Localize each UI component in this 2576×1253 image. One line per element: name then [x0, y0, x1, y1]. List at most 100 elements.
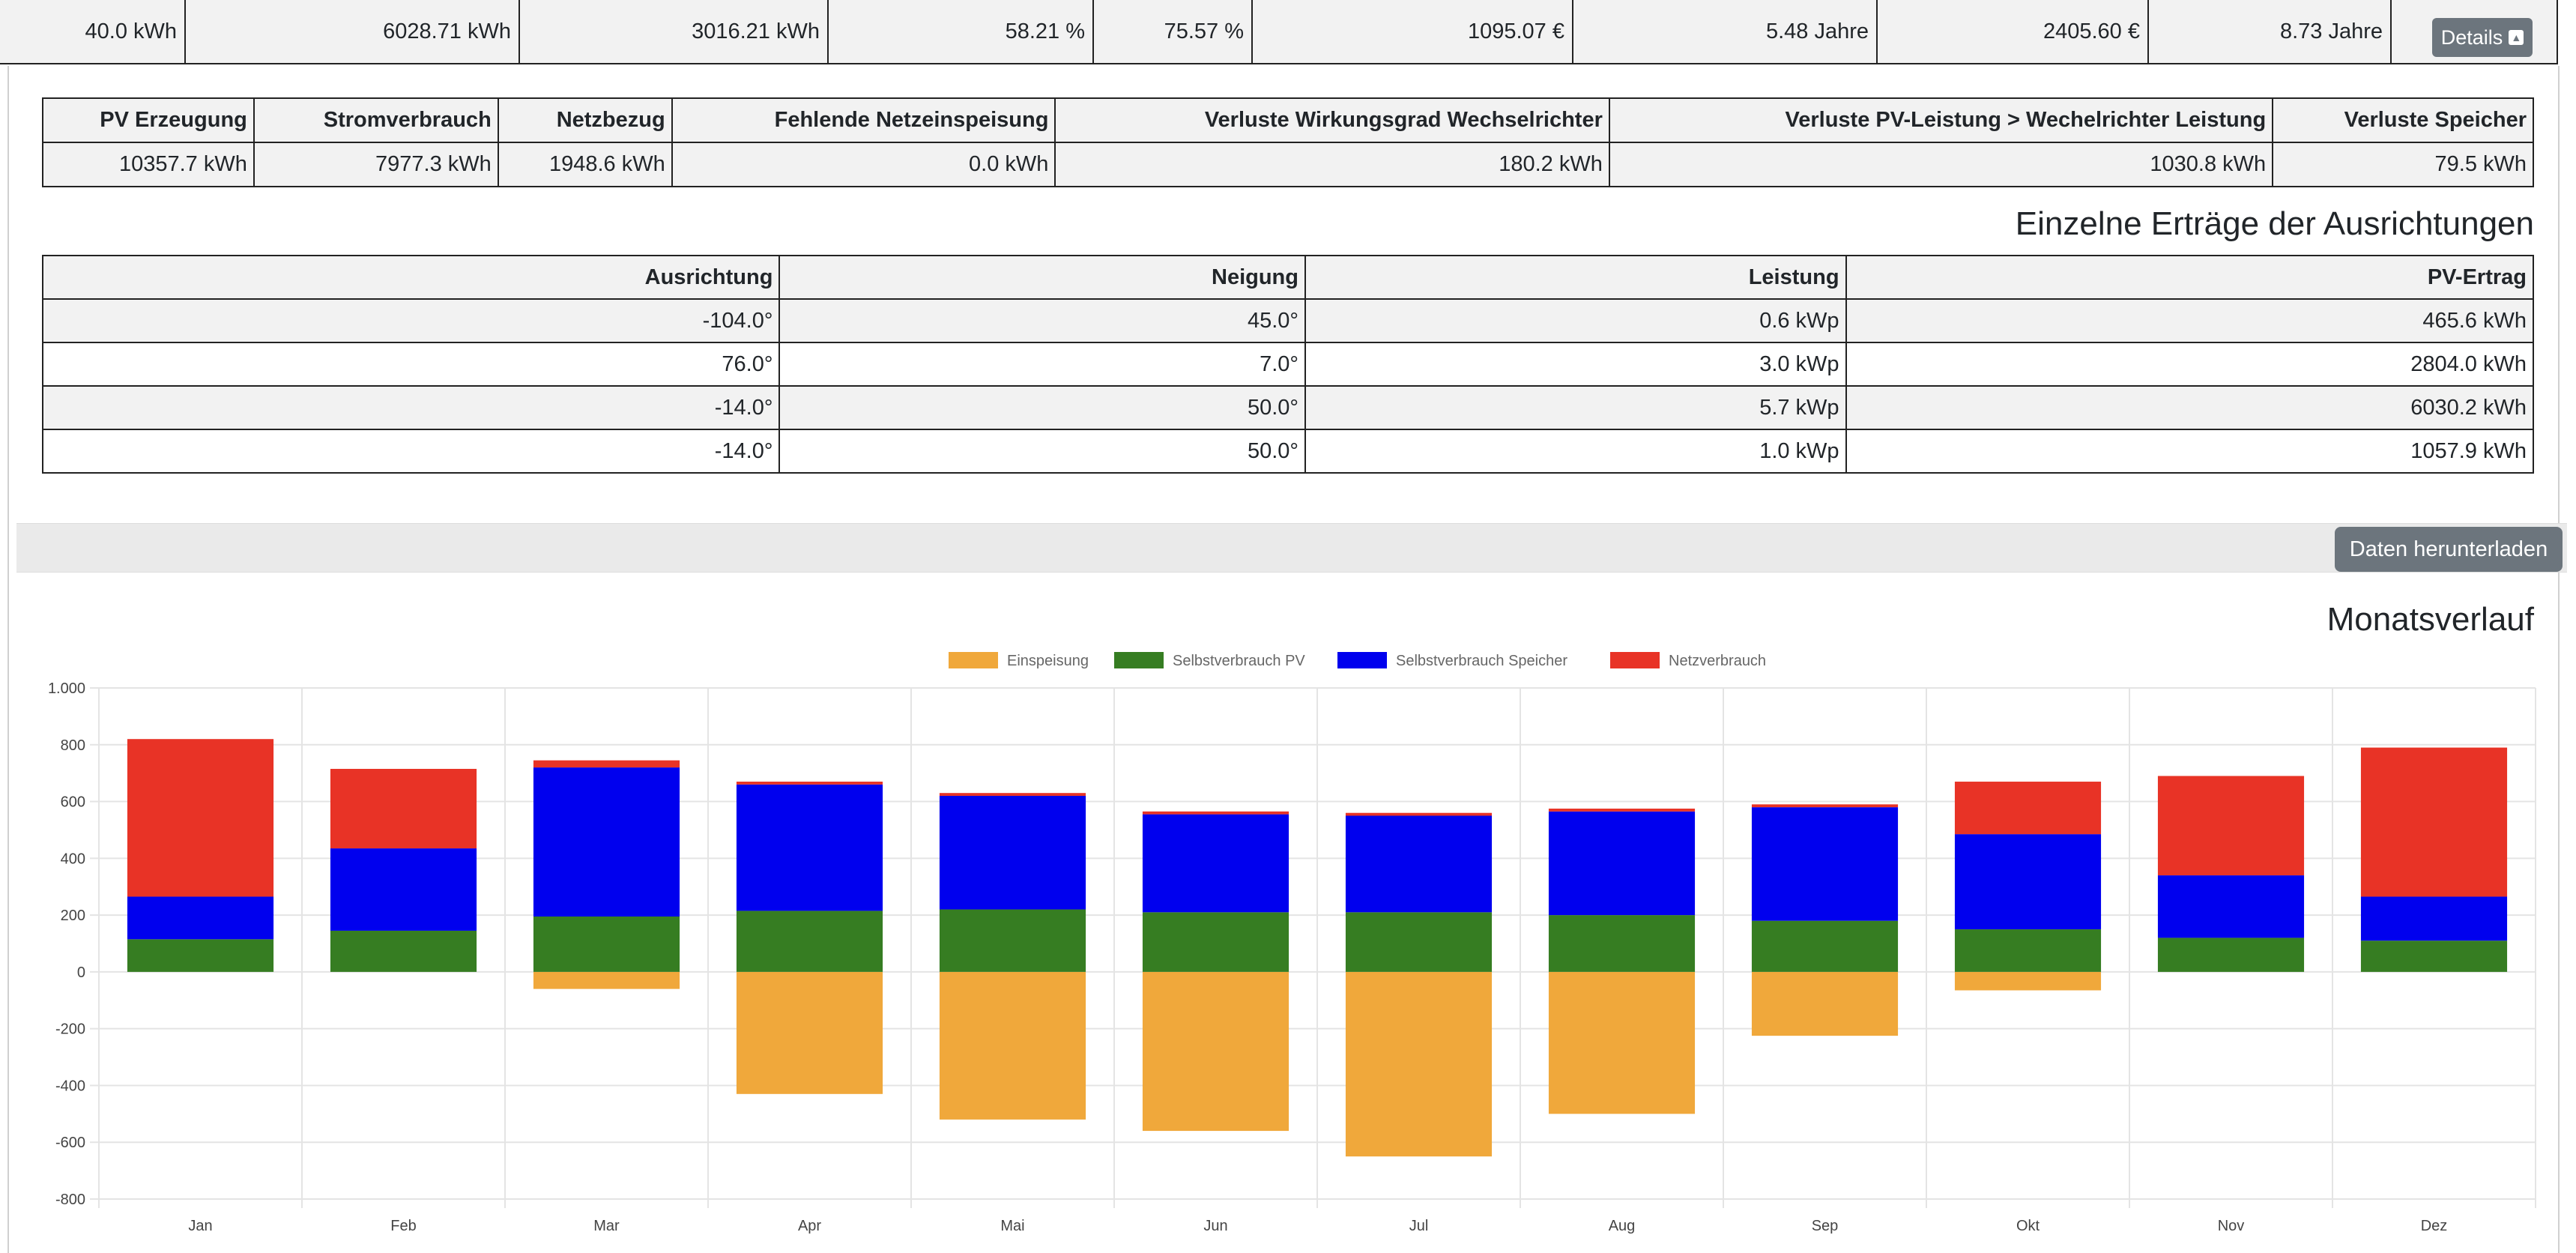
orientation-azimuth: -104.0°	[41, 298, 781, 343]
legend-label: Selbstverbrauch PV	[1173, 653, 1305, 669]
orientation-tilt: 50.0°	[778, 429, 1306, 474]
orientation-header: Leistung	[1304, 255, 1847, 300]
orientation-yield: 1057.9 kWh	[1845, 429, 2535, 474]
table-row: 76.0° 7.0° 3.0 kWp 2804.0 kWh	[41, 342, 2535, 387]
bar-segment	[1345, 912, 1493, 972]
chevron-up-icon: ▲	[2509, 30, 2524, 45]
bar-segment	[1954, 834, 2102, 930]
summary-cell: 75.57 %	[1094, 0, 1253, 63]
bar-segment	[533, 971, 680, 989]
bar-segment	[2157, 776, 2305, 876]
bar-segment	[1142, 814, 1289, 913]
bar-segment	[1751, 807, 1899, 921]
y-tick-label: 200	[61, 908, 85, 924]
bar-segment	[1548, 811, 1696, 916]
legend-swatch	[1610, 652, 1660, 668]
summary-cell: 1095.07 €	[1253, 0, 1573, 63]
bar-segment	[127, 739, 274, 897]
bar-segment	[1345, 971, 1493, 1157]
y-tick-label: -800	[55, 1192, 85, 1208]
y-tick-label: 800	[61, 737, 85, 754]
orientation-azimuth: 76.0°	[41, 342, 781, 387]
energy-header: Netzbezug	[497, 97, 673, 143]
x-tick-label: Jun	[1203, 1218, 1227, 1234]
bar-segment	[2360, 747, 2508, 897]
bar-segment	[1954, 929, 2102, 972]
orientation-header: Ausrichtung	[41, 255, 781, 300]
bar-segment	[736, 782, 883, 785]
summary-action-cell	[2392, 0, 2558, 63]
details-button[interactable]: Details ▲	[2432, 18, 2533, 57]
bar-segment	[736, 971, 883, 1094]
orientation-header: PV-Ertrag	[1845, 255, 2535, 300]
bar-segment	[2157, 938, 2305, 972]
bar-segment	[330, 768, 477, 849]
bar-segment	[939, 971, 1086, 1120]
bar-segment	[2360, 940, 2508, 972]
bar-segment	[1751, 971, 1899, 1036]
y-tick-label: 1.000	[48, 680, 85, 697]
orientation-yield: 6030.2 kWh	[1845, 385, 2535, 430]
orientation-power: 3.0 kWp	[1304, 342, 1847, 387]
energy-value: 0.0 kWh	[671, 142, 1056, 187]
x-tick-label: Mar	[593, 1218, 620, 1234]
y-tick-label: 400	[61, 851, 85, 867]
x-tick-label: Aug	[1609, 1218, 1636, 1234]
energy-header: Verluste Wirkungsgrad Wechselrichter	[1054, 97, 1610, 143]
download-data-button[interactable]: Daten herunterladen	[2335, 527, 2563, 572]
bar-segment	[1548, 915, 1696, 972]
orientation-tilt: 45.0°	[778, 298, 1306, 343]
table-row: -14.0° 50.0° 5.7 kWp 6030.2 kWh	[41, 385, 2535, 430]
x-tick-label: Okt	[2016, 1218, 2040, 1234]
bar-segment	[939, 909, 1086, 972]
legend-swatch	[1337, 652, 1387, 668]
legend-label: Einspeisung	[1007, 653, 1089, 669]
legend-label: Netzverbrauch	[1669, 653, 1766, 669]
orientation-power: 5.7 kWp	[1304, 385, 1847, 430]
orientation-yield: 2804.0 kWh	[1845, 342, 2535, 387]
summary-cell: 8.73 Jahre	[2149, 0, 2392, 63]
bar-segment	[1954, 782, 2102, 835]
bar-segment	[533, 917, 680, 972]
bar-segment	[127, 896, 274, 940]
y-tick-label: -200	[55, 1021, 85, 1038]
bar-segment	[330, 930, 477, 972]
summary-cell: 58.21 %	[829, 0, 1094, 63]
x-tick-label: Jul	[1409, 1218, 1429, 1234]
energy-header: PV Erzeugung	[42, 97, 255, 143]
orientation-power: 0.6 kWp	[1304, 298, 1847, 343]
chart-heading: Monatsverlauf	[2326, 601, 2534, 638]
x-tick-label: Feb	[390, 1218, 416, 1234]
bar-segment	[330, 848, 477, 931]
bar-segment	[1345, 815, 1493, 913]
bar-segment	[1954, 971, 2102, 991]
energy-value: 10357.7 kWh	[42, 142, 255, 187]
legend-swatch	[949, 652, 998, 668]
bar-segment	[939, 795, 1086, 910]
energy-value: 7977.3 kWh	[253, 142, 499, 187]
bar-segment	[1142, 971, 1289, 1132]
orientation-power: 1.0 kWp	[1304, 429, 1847, 474]
bar-segment	[1548, 809, 1696, 812]
details-label: Details	[2440, 25, 2503, 49]
y-tick-label: -600	[55, 1135, 85, 1151]
bar-segment	[939, 793, 1086, 796]
y-tick-label: -400	[55, 1078, 85, 1094]
bar-segment	[1751, 920, 1899, 972]
summary-cell: 6028.71 kWh	[186, 0, 520, 63]
table-row: -14.0° 50.0° 1.0 kWp 1057.9 kWh	[41, 429, 2535, 474]
orientation-azimuth: -14.0°	[41, 385, 781, 430]
x-tick-label: Dez	[2421, 1218, 2448, 1234]
x-tick-label: Sep	[1812, 1218, 1839, 1234]
x-tick-label: Jan	[188, 1218, 212, 1234]
bar-segment	[1345, 812, 1493, 816]
bar-segment	[533, 767, 680, 917]
bar-segment	[736, 784, 883, 911]
y-tick-label: 0	[77, 964, 85, 981]
bar-segment	[1142, 912, 1289, 972]
orientation-header: Neigung	[778, 255, 1306, 300]
summary-row: 40.0 kWh 6028.71 kWh 3016.21 kWh 58.21 %…	[0, 0, 2558, 64]
x-tick-label: Mai	[1000, 1218, 1024, 1234]
x-tick-label: Apr	[798, 1218, 821, 1234]
summary-cell: 3016.21 kWh	[520, 0, 829, 63]
